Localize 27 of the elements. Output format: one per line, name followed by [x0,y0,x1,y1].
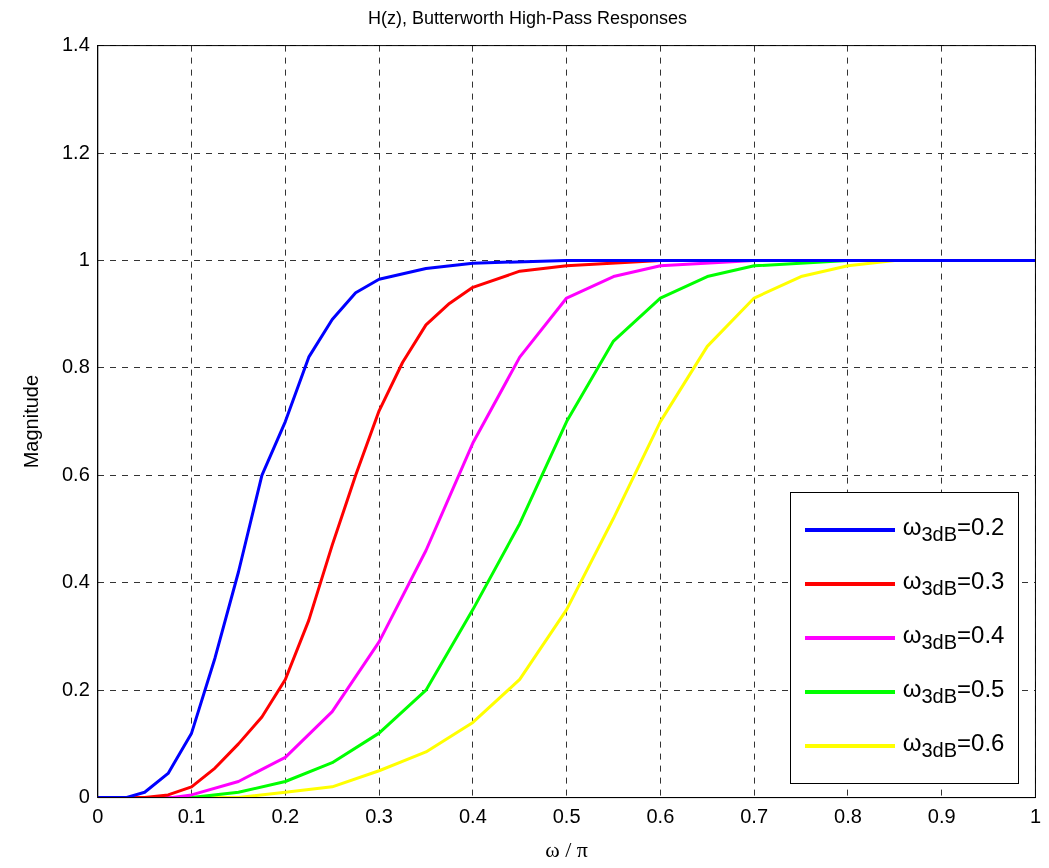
x-tick-label: 0.8 [834,805,862,828]
y-axis-title: Magnitude [19,374,42,469]
x-tick-label: 0.2 [271,805,300,828]
y-tick-label: 1.2 [61,140,90,163]
legend-label: ω$_{3dB}$=0.2 [902,513,1005,546]
y-tick-label: 1 [78,247,90,270]
x-tick-label: 0.5 [552,805,581,828]
y-tick-label: 0.6 [61,462,90,485]
x-tick-label: 0.4 [458,805,487,828]
x-tick-label: 1 [1029,805,1041,828]
x-tick-label: 0.1 [177,805,206,828]
x-axis-title: ω / π [545,836,588,862]
y-tick-label: 0.2 [61,677,90,700]
legend-label: ω$_{3dB}$=0.5 [902,675,1005,708]
chart-title: H(z), Butterworth High-Pass Responses [367,7,688,28]
x-tick-label: 0.9 [927,805,956,828]
x-tick-label: 0.7 [740,805,769,828]
legend-label: ω$_{3dB}$=0.6 [902,729,1005,762]
x-tick-label: 0 [92,805,104,828]
x-tick-label: 0.6 [646,805,675,828]
legend-label: ω$_{3dB}$=0.4 [902,621,1005,654]
y-tick-label: 0.4 [61,570,90,593]
y-tick-label: 0 [78,785,90,808]
y-tick-label: 0.8 [61,355,90,378]
legend-label: ω$_{3dB}$=0.3 [902,567,1005,600]
x-tick-label: 0.3 [365,805,393,828]
y-tick-label: 1.4 [61,33,90,56]
